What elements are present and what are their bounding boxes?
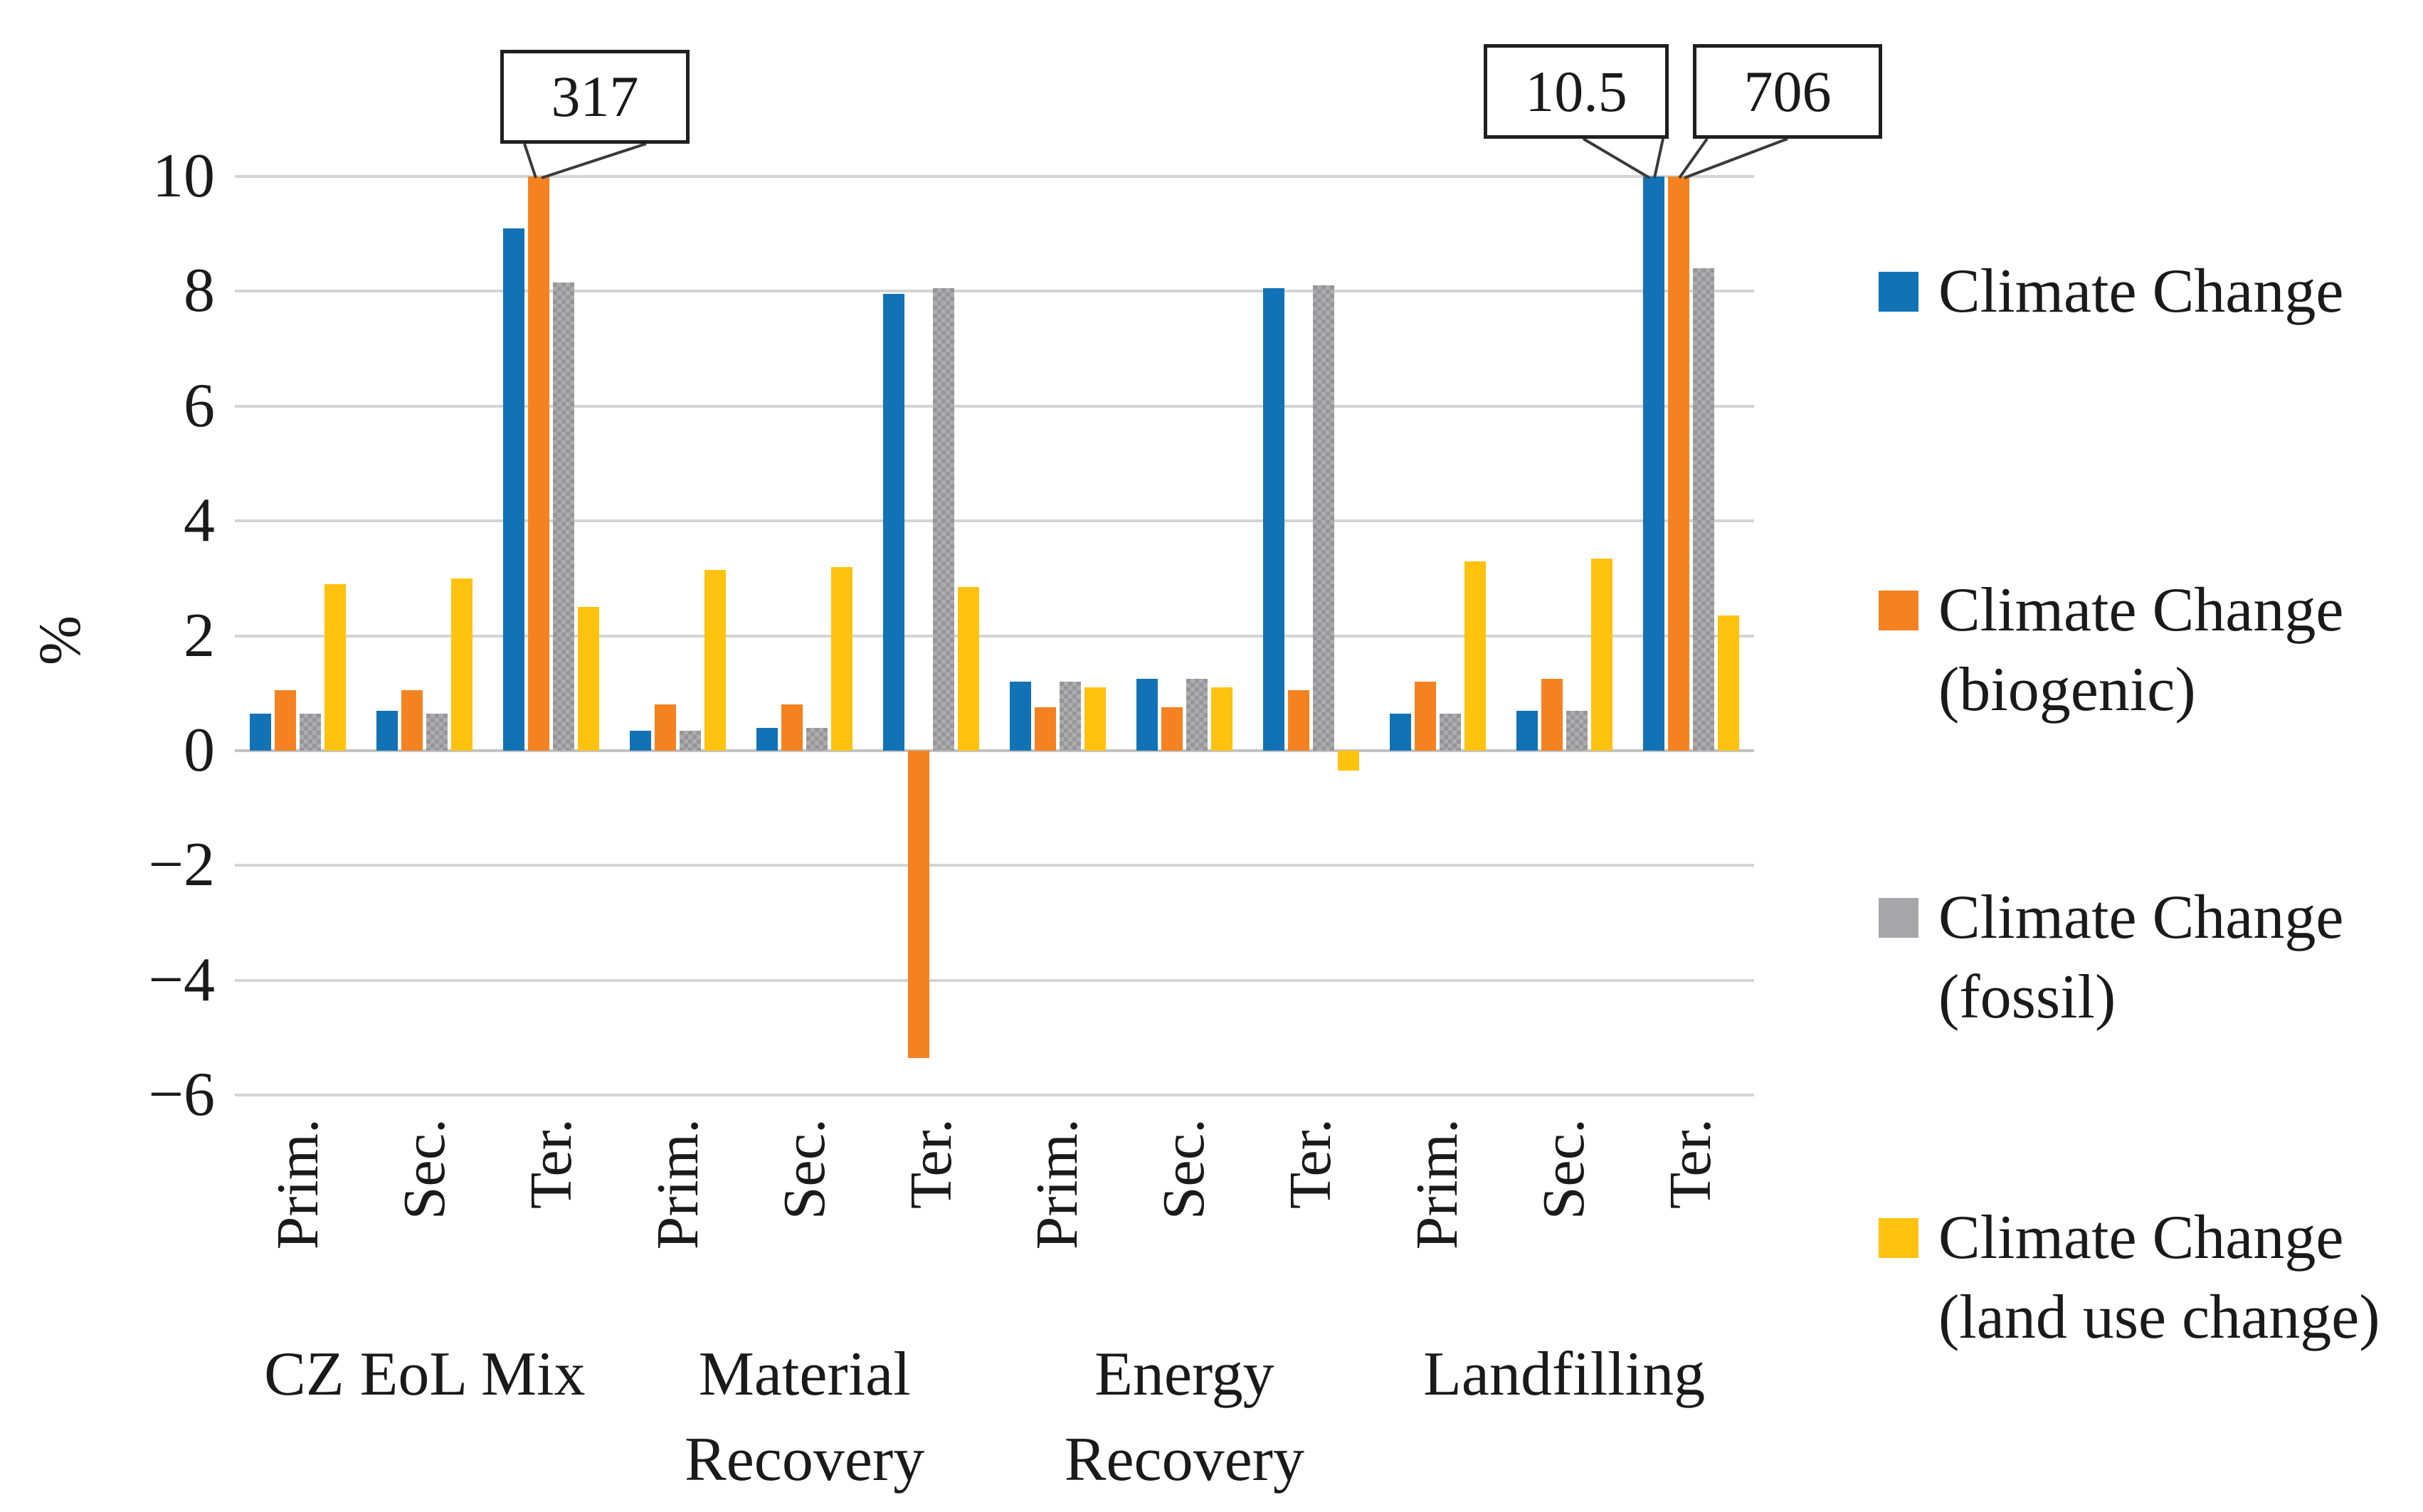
callout-10.5: 10.5 [1484, 44, 1669, 139]
bar-climate-change-biogenic-energy-recovery-ter [1287, 690, 1309, 751]
callout-pointer-line [1684, 137, 1788, 179]
gridline-y--2 [235, 864, 1754, 867]
legend-label: Climate Change [1938, 257, 2344, 326]
bar-climate-change-land-use-change-material-recovery-sec [831, 566, 853, 751]
bar-climate-change-energy-recovery-sec [1136, 679, 1158, 751]
bar-climate-change-biogenic-landfilling-sec [1541, 679, 1563, 751]
group-label-energy-recovery: Energy Recovery [1064, 1340, 1304, 1494]
bar-climate-change-biogenic-cz-eol-mix-ter [528, 176, 550, 751]
bar-climate-change-land-use-change-material-recovery-prim [704, 569, 727, 751]
y-tick-label-6: 6 [184, 371, 215, 440]
gridline-y-0 [235, 749, 1754, 752]
bar-climate-change-material-recovery-prim [630, 730, 652, 751]
gridline-y-4 [235, 519, 1754, 523]
bar-climate-change-land-use-change-energy-recovery-ter [1337, 751, 1359, 771]
bar-climate-change-material-recovery-sec [756, 727, 778, 751]
bar-climate-change-land-use-change-landfilling-sec [1590, 558, 1612, 751]
callout-706: 706 [1693, 44, 1882, 139]
y-tick-label--2: −2 [148, 830, 215, 900]
y-tick-label-0: 0 [184, 716, 215, 785]
gridline-y-10 [235, 175, 1754, 178]
bar-climate-change-energy-recovery-ter [1262, 288, 1284, 751]
gridline-y--4 [235, 978, 1754, 982]
bar-climate-change-fossil-energy-recovery-prim [1059, 682, 1081, 751]
bar-climate-change-land-use-change-landfilling-ter [1717, 615, 1739, 751]
legend-label: Climate Change (biogenic) [1938, 576, 2344, 724]
bar-climate-change-fossil-cz-eol-mix-sec [426, 713, 448, 751]
bar-climate-change-fossil-material-recovery-prim [680, 730, 702, 751]
gridline-y--6 [235, 1094, 1754, 1097]
group-label-material-recovery: Material Recovery [685, 1340, 925, 1494]
callout-317: 317 [500, 50, 690, 144]
callout-pointer-line [523, 143, 537, 179]
bar-climate-change-land-use-change-cz-eol-mix-sec [451, 578, 473, 751]
bar-climate-change-fossil-cz-eol-mix-ter [553, 282, 575, 751]
bar-climate-change-fossil-landfilling-sec [1566, 710, 1588, 751]
bar-climate-change-cz-eol-mix-prim [250, 713, 272, 751]
bar-climate-change-land-use-change-energy-recovery-sec [1210, 687, 1232, 751]
bar-climate-change-biogenic-material-recovery-ter [908, 751, 930, 1058]
callout-pointer-line [1678, 137, 1709, 179]
bar-climate-change-land-use-change-landfilling-prim [1464, 561, 1486, 751]
bar-climate-change-landfilling-prim [1389, 713, 1411, 751]
legend-item-climate-change-fossil: Climate Change (fossil) [1879, 878, 2343, 1037]
bar-climate-change-biogenic-energy-recovery-prim [1034, 707, 1056, 751]
legend-swatch-icon [1879, 1218, 1918, 1258]
y-tick-label--6: −6 [148, 1060, 215, 1130]
bar-climate-change-energy-recovery-prim [1009, 682, 1031, 751]
y-tick-label-10: 10 [152, 142, 215, 211]
legend-swatch-icon [1879, 272, 1918, 312]
bar-climate-change-fossil-landfilling-ter [1692, 268, 1714, 751]
y-tick-label-2: 2 [184, 601, 215, 670]
bar-climate-change-fossil-material-recovery-sec [806, 727, 828, 751]
legend-item-climate-change-biogenic: Climate Change (biogenic) [1879, 571, 2343, 730]
bar-climate-change-cz-eol-mix-ter [503, 228, 525, 751]
bar-climate-change-material-recovery-ter [883, 294, 905, 751]
bar-climate-change-fossil-landfilling-prim [1439, 713, 1461, 751]
y-tick-label--4: −4 [148, 945, 215, 1015]
bar-climate-change-biogenic-material-recovery-sec [781, 704, 803, 751]
y-tick-label-8: 8 [184, 256, 215, 326]
bar-climate-change-fossil-cz-eol-mix-prim [300, 713, 322, 751]
bar-climate-change-land-use-change-energy-recovery-prim [1084, 687, 1106, 751]
callout-pointer-line [1582, 137, 1651, 179]
legend-swatch-icon [1879, 898, 1918, 938]
bar-climate-change-biogenic-material-recovery-prim [655, 704, 677, 751]
bar-climate-change-biogenic-landfilling-prim [1414, 682, 1436, 751]
bar-climate-change-fossil-material-recovery-ter [933, 288, 955, 751]
bar-climate-change-biogenic-cz-eol-mix-sec [401, 690, 423, 751]
bar-climate-change-landfilling-ter [1642, 176, 1664, 751]
y-tick-label-4: 4 [184, 486, 215, 556]
callout-pointer-line [541, 142, 647, 179]
legend-item-climate-change: Climate Change [1879, 252, 2343, 332]
bar-climate-change-landfilling-sec [1516, 710, 1538, 751]
bar-climate-change-land-use-change-material-recovery-ter [958, 587, 980, 751]
bar-climate-change-fossil-energy-recovery-ter [1312, 285, 1334, 751]
callout-pointer-line [1653, 138, 1664, 179]
group-label-cz-eol-mix: CZ EoL Mix [264, 1340, 586, 1409]
gridline-y-8 [235, 290, 1754, 293]
bar-climate-change-cz-eol-mix-sec [376, 710, 398, 751]
bar-climate-change-fossil-energy-recovery-sec [1186, 679, 1208, 751]
legend-swatch-icon [1879, 591, 1918, 630]
gridline-y-6 [235, 404, 1754, 408]
bar-climate-change-biogenic-landfilling-ter [1667, 176, 1689, 751]
bar-climate-change-land-use-change-cz-eol-mix-prim [324, 583, 347, 751]
bar-climate-change-land-use-change-cz-eol-mix-ter [578, 607, 600, 751]
group-label-landfilling: Landfilling [1423, 1340, 1706, 1409]
gridline-y-2 [235, 634, 1754, 638]
legend-label: Climate Change (fossil) [1938, 883, 2344, 1032]
legend-label: Climate Change (land use change) [1938, 1203, 2380, 1352]
bar-climate-change-biogenic-cz-eol-mix-prim [275, 690, 297, 751]
bar-climate-change-biogenic-energy-recovery-sec [1161, 707, 1183, 751]
legend-item-climate-change-land-use-change: Climate Change (land use change) [1879, 1198, 2380, 1358]
